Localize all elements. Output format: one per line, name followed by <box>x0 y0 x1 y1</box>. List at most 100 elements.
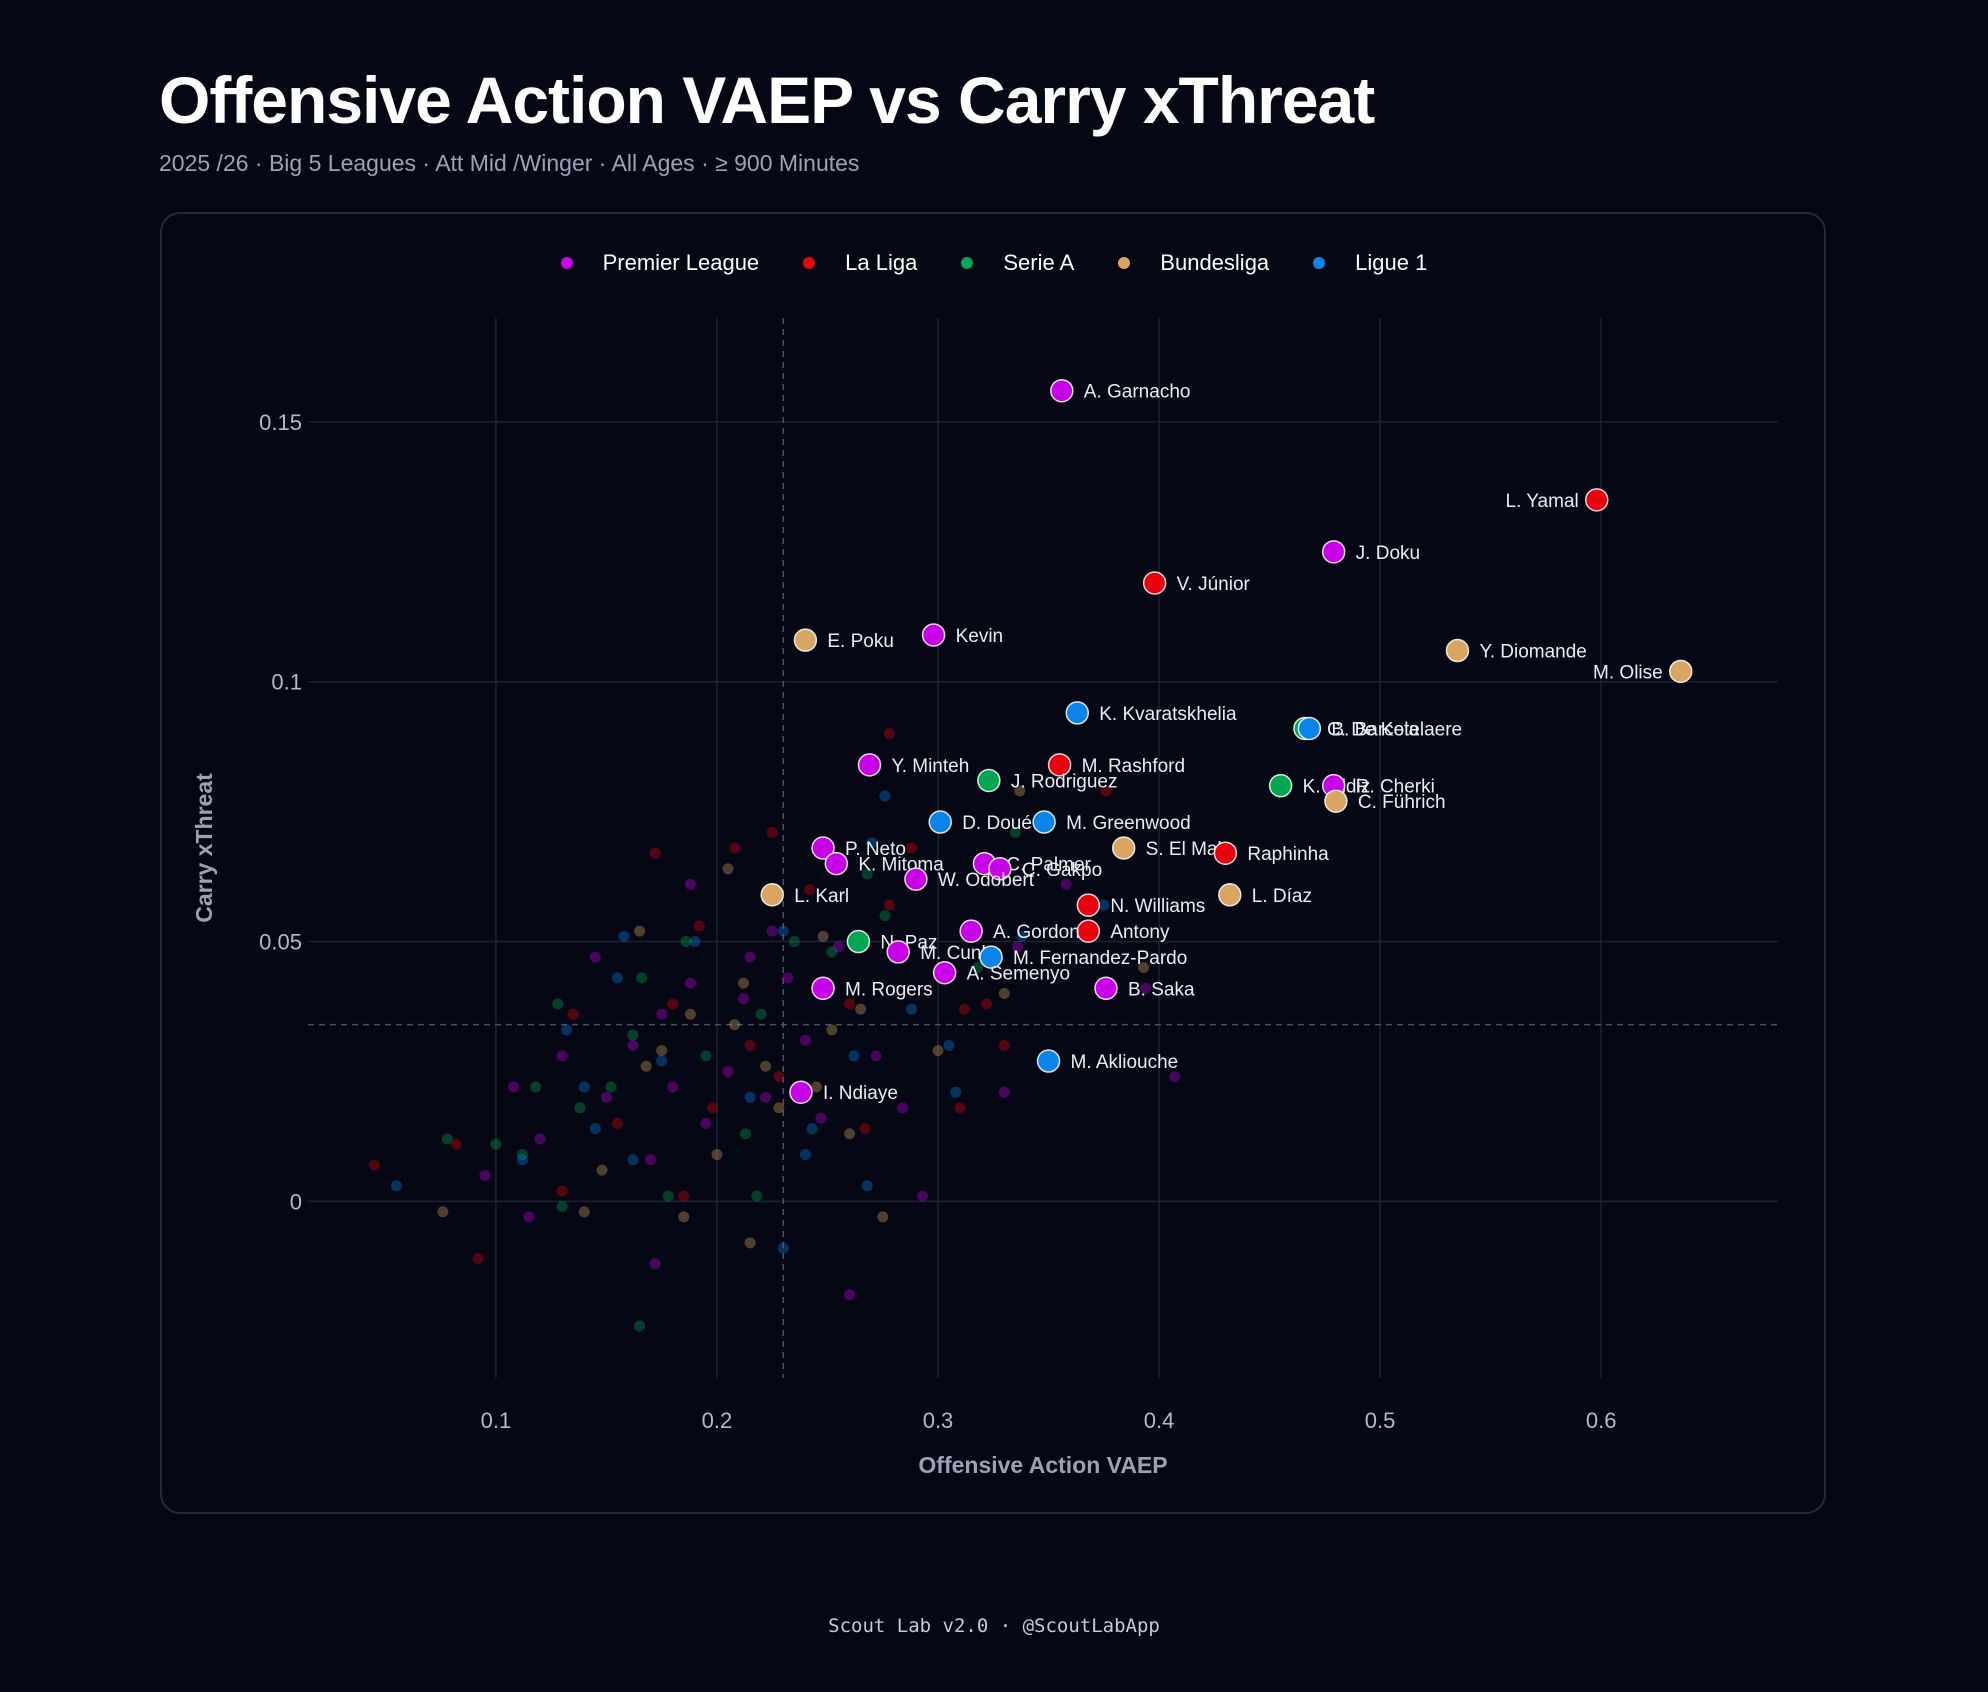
background-point-premier-league <box>799 1034 811 1046</box>
player-point-n-paz[interactable] <box>846 929 871 954</box>
y-tick-label: 0.1 <box>271 670 302 695</box>
background-point-serie-a <box>788 936 800 948</box>
player-point-p-neto[interactable] <box>811 836 835 860</box>
player-point-m-akliouche[interactable] <box>1036 1049 1061 1073</box>
legend-marker-serie-a <box>961 257 974 269</box>
player-point-a-semenyo[interactable] <box>932 960 957 985</box>
background-point-la-liga <box>693 920 705 932</box>
background-point-bundesliga <box>678 1211 690 1223</box>
background-point-ligue-1 <box>866 837 878 849</box>
player-point-c-fuhrich[interactable] <box>1324 789 1348 813</box>
background-point-ligue-1 <box>806 1123 818 1135</box>
player-point-e-poku[interactable] <box>793 628 818 652</box>
background-point-serie-a <box>634 1320 646 1332</box>
player-point-m-rogers[interactable] <box>811 976 835 1001</box>
player-point-b-barcola[interactable] <box>1297 716 1322 741</box>
player-point-k-yildiz[interactable] <box>1268 773 1293 798</box>
background-point-premier-league <box>649 1258 661 1270</box>
x-tick-label: 0.1 <box>481 1408 512 1433</box>
background-point-la-liga <box>611 1117 623 1129</box>
player-point-m-cunha[interactable] <box>886 940 910 964</box>
player-label-b-saka: B. Saka <box>1128 979 1195 1000</box>
player-label-y-minteh: Y. Minteh <box>891 756 969 777</box>
player-point-m-olise[interactable] <box>1668 659 1693 684</box>
background-point-premier-league <box>684 977 696 989</box>
player-point-s-el-mala[interactable] <box>1111 836 1136 860</box>
background-point-serie-a <box>1009 826 1021 838</box>
player-point-w-odobert[interactable] <box>904 867 928 891</box>
background-point-serie-a <box>627 1029 639 1041</box>
legend-item-ligue-1[interactable]: Ligue 1 <box>1313 250 1427 276</box>
legend-label-bundesliga: Bundesliga <box>1160 250 1270 275</box>
background-point-serie-a <box>636 972 648 984</box>
legend-marker-ligue-1 <box>1313 257 1326 269</box>
background-point-premier-league <box>782 972 794 984</box>
player-point-d-doue[interactable] <box>928 810 952 834</box>
player-point-v-junior[interactable] <box>1142 571 1167 595</box>
background-point-serie-a <box>751 1190 763 1202</box>
legend-label-la-liga: La Liga <box>845 250 918 275</box>
background-point-la-liga <box>450 1138 462 1150</box>
background-point-ligue-1 <box>578 1081 590 1093</box>
background-point-bundesliga <box>656 1045 668 1057</box>
player-point-j-doku[interactable] <box>1321 540 1346 564</box>
chart-legend: Premier League La Liga Serie A Bundeslig… <box>0 250 1988 276</box>
player-label-l-diaz: L. Díaz <box>1252 886 1312 907</box>
background-point-la-liga <box>368 1159 380 1171</box>
background-point-ligue-1 <box>561 1024 573 1036</box>
player-label-y-diomande: Y. Diomande <box>1479 642 1586 663</box>
player-point-kevin[interactable] <box>921 623 946 647</box>
legend-label-premier-league: Premier League <box>602 250 760 275</box>
background-point-ligue-1 <box>848 1050 860 1062</box>
player-label-j-rodriguez: J. Rodriguez <box>1011 771 1118 792</box>
background-point-bundesliga <box>1138 962 1150 974</box>
player-point-a-gordon[interactable] <box>959 919 983 943</box>
chart-subtitle: 2025 /26 · Big 5 Leagues · Att Mid /Wing… <box>159 150 860 176</box>
legend-item-premier-league[interactable]: Premier League <box>560 250 760 276</box>
player-point-m-greenwood[interactable] <box>1032 810 1056 834</box>
player-point-k-kvaratskhelia[interactable] <box>1065 701 1090 725</box>
player-point-y-minteh[interactable] <box>857 753 882 777</box>
background-point-la-liga <box>707 1102 719 1114</box>
player-point-n-williams[interactable] <box>1076 893 1101 917</box>
background-point-ligue-1 <box>799 1149 811 1161</box>
player-label-m-olise: M. Olise <box>1593 662 1663 683</box>
player-point-b-saka[interactable] <box>1094 976 1118 1001</box>
background-point-premier-league <box>556 1050 568 1062</box>
background-point-premier-league <box>722 1065 734 1077</box>
player-point-l-diaz[interactable] <box>1218 883 1242 907</box>
player-point-antony[interactable] <box>1076 919 1101 943</box>
player-label-c-fuhrich: C. Führich <box>1358 792 1446 813</box>
player-point-m-fernandez-pardo[interactable] <box>979 945 1003 969</box>
player-point-raphinha[interactable] <box>1213 841 1238 865</box>
background-point-bundesliga <box>578 1206 590 1218</box>
background-point-serie-a <box>530 1081 542 1093</box>
legend-item-bundesliga[interactable]: Bundesliga <box>1118 250 1269 276</box>
background-point-la-liga <box>954 1102 966 1114</box>
player-label-c-de-ketelaere: C. De Ketelaere <box>1327 719 1462 740</box>
background-point-bundesliga <box>634 925 646 937</box>
player-label-raphinha: Raphinha <box>1247 844 1329 865</box>
x-tick-label: 0.3 <box>923 1408 954 1433</box>
player-point-m-rashford[interactable] <box>1047 753 1072 777</box>
player-point-i-ndiaye[interactable] <box>789 1080 813 1104</box>
background-point-serie-a <box>826 946 838 958</box>
background-point-serie-a <box>556 1201 568 1213</box>
background-point-premier-league <box>627 1039 639 1051</box>
legend-item-serie-a[interactable]: Serie A <box>961 250 1074 276</box>
footer-credit: Scout Lab v2.0 · @ScoutLabApp <box>828 1615 1160 1637</box>
player-point-l-karl[interactable] <box>760 883 784 907</box>
x-tick-label: 0.4 <box>1144 1408 1175 1433</box>
player-point-c-gakpo[interactable] <box>988 857 1012 881</box>
background-point-premier-league <box>589 951 601 963</box>
legend-item-la-liga[interactable]: La Liga <box>803 250 917 276</box>
y-tick-label: 0.15 <box>259 410 302 435</box>
player-point-k-mitoma[interactable] <box>824 851 849 876</box>
player-point-j-rodriguez[interactable] <box>977 768 1001 793</box>
background-point-la-liga <box>844 998 856 1010</box>
player-point-l-yamal[interactable] <box>1584 488 1609 512</box>
player-point-y-diomande[interactable] <box>1445 638 1470 663</box>
background-point-serie-a <box>574 1102 586 1114</box>
player-point-a-garnacho[interactable] <box>1050 378 1074 403</box>
player-label-a-semenyo: A. Semenyo <box>967 964 1071 985</box>
